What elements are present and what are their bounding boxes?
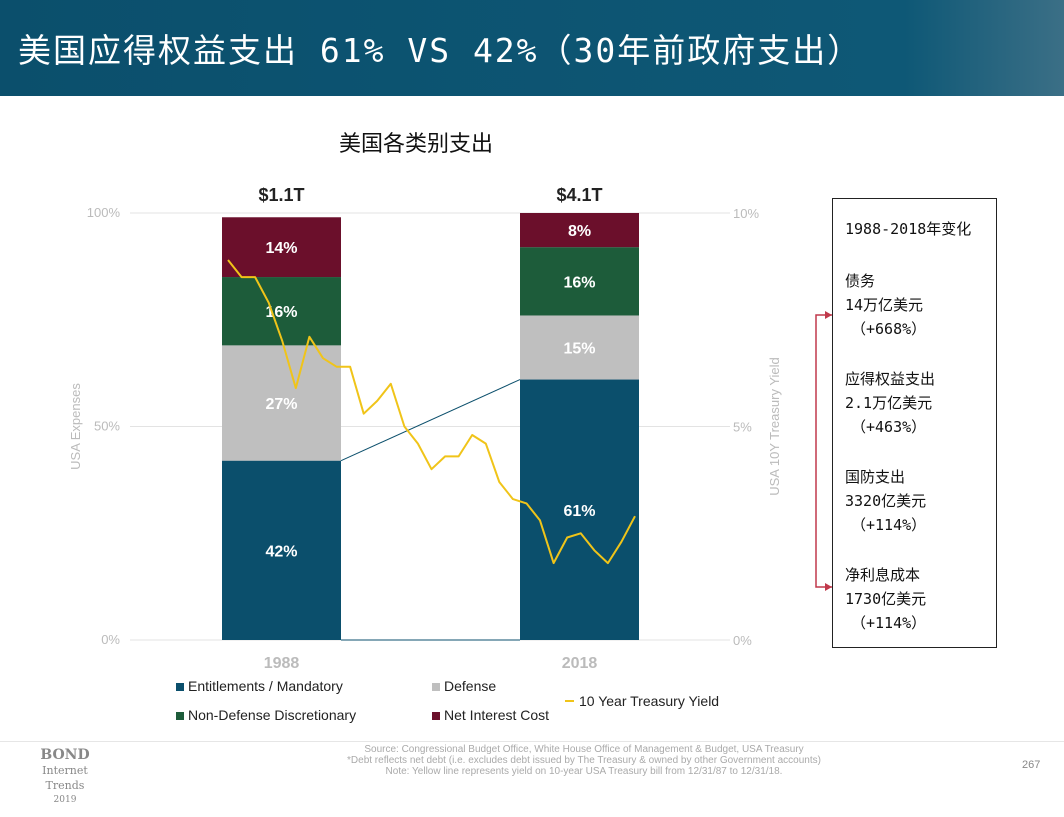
bar-total-label: $4.1T (556, 185, 602, 205)
y-tick-label: 100% (87, 205, 121, 220)
bar-segment (520, 247, 639, 316)
source-notes: Source: Congressional Budget Office, Whi… (0, 744, 1064, 777)
legend-label: Defense (444, 678, 496, 694)
x-tick-label: 1988 (264, 655, 300, 672)
connector-line (340, 379, 521, 462)
y-axis-label: USA Expenses (68, 383, 83, 470)
legend-swatch (432, 683, 440, 691)
x-tick-label: 2018 (562, 655, 598, 672)
bracket-arrow-icon (825, 583, 832, 591)
y-tick-label: 0% (101, 632, 120, 647)
bar-segment (222, 460, 341, 640)
y2-axis-label: USA 10Y Treasury Yield (767, 357, 782, 496)
change-item-defense: 国防支出 3320亿美元 （+114%） (845, 465, 926, 537)
y-tick-label: 50% (94, 419, 120, 434)
stacked-bar-chart: 美国各类别支出 0% 0% 50% 5% 100% 10% USA Expenses USA 1… (68, 132, 832, 723)
change-item-amount: 14万亿美元 (845, 296, 924, 314)
change-item-amount: 2.1万亿美元 (845, 394, 933, 412)
treasury-yield-line (227, 259, 636, 565)
change-item-pct: （+668%） (851, 320, 927, 338)
bracket-arrow-icon (825, 311, 832, 319)
bar-segment (222, 345, 341, 461)
change-item-pct: （+114%） (851, 516, 927, 534)
page-number: 267 (1022, 759, 1041, 771)
change-item-name: 债务 (845, 272, 876, 290)
change-item-entitlements: 应得权益支出 2.1万亿美元 （+463%） (845, 367, 935, 439)
bar-data-label: 27% (265, 396, 297, 413)
bracket-line (815, 314, 832, 588)
logo-line2: Internet Trends (42, 764, 88, 792)
bar-segment (520, 315, 639, 380)
logo-line1: BOND (40, 747, 90, 763)
bar-data-label: 14% (265, 240, 297, 257)
change-item-name: 国防支出 (845, 468, 906, 486)
legend-swatch (176, 683, 184, 691)
footer-divider (0, 741, 1064, 742)
logo-line3: 2019 (53, 795, 77, 805)
chart-title: 美国各类别支出 (339, 132, 493, 157)
change-item-pct: （+114%） (851, 614, 927, 632)
changes-box-title: 1988-2018年变化 (845, 220, 972, 238)
bar-segment (222, 277, 341, 346)
source-line: *Debt reflects net debt (i.e. excludes d… (347, 755, 821, 766)
y2-tick-label: 10% (733, 206, 759, 221)
bar-data-label: 42% (265, 543, 297, 560)
source-line: Source: Congressional Budget Office, Whi… (364, 744, 804, 755)
change-item-amount: 3320亿美元 (845, 492, 927, 510)
bar-data-label: 8% (568, 223, 591, 240)
legend-label: Net Interest Cost (444, 707, 549, 723)
legend-swatch (432, 712, 440, 720)
legend-label: 10 Year Treasury Yield (579, 693, 719, 709)
source-line: Note: Yellow line represents yield on 10… (385, 766, 783, 777)
header-bar: 美国应得权益支出 61% VS 42%（30年前政府支出） (0, 0, 1064, 96)
change-item-pct: （+463%） (851, 418, 927, 436)
bar-data-label: 15% (563, 341, 595, 358)
bar-data-label: 61% (563, 503, 595, 520)
legend-label: Entitlements / Mandatory (188, 678, 343, 694)
legend-swatch (176, 712, 184, 720)
bar-segment (222, 217, 341, 278)
bond-logo: BOND Internet Trends 2019 (22, 748, 108, 808)
changes-box: 1988-2018年变化 债务 14万亿美元 （+668%） 应得权益支出 2.… (832, 198, 997, 648)
legend-label: Non-Defense Discretionary (188, 707, 356, 723)
change-item-debt: 债务 14万亿美元 （+668%） (845, 269, 926, 341)
change-item-name: 应得权益支出 (845, 370, 936, 388)
bar-segment (520, 379, 639, 640)
change-item-interest: 净利息成本 1730亿美元 （+114%） (845, 563, 926, 635)
change-item-name: 净利息成本 (845, 566, 921, 584)
bar-segment (520, 213, 639, 248)
bar-total-label: $1.1T (258, 185, 304, 205)
change-item-amount: 1730亿美元 (845, 590, 927, 608)
page-title: 美国应得权益支出 61% VS 42%（30年前政府支出） (18, 31, 863, 70)
y2-tick-label: 5% (733, 420, 752, 435)
y2-tick-label: 0% (733, 633, 752, 648)
bar-data-label: 16% (563, 274, 595, 291)
